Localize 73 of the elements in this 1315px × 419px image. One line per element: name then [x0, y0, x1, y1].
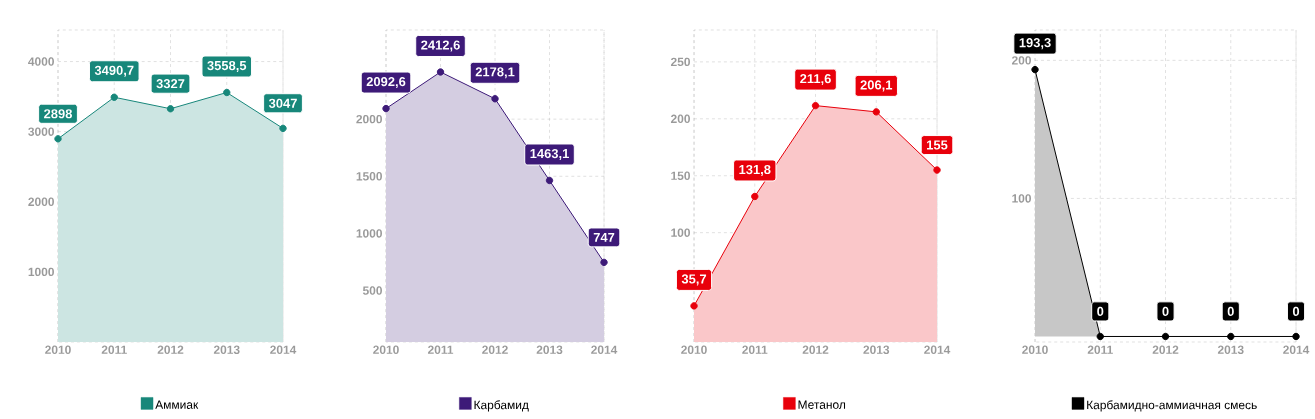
data-label: 3047 [268, 98, 297, 108]
x-tick-label: 2014 [270, 345, 297, 354]
legend-label: Карбамид [474, 400, 529, 412]
point [223, 88, 231, 97]
y-tick-label: 250 [670, 57, 690, 67]
data-label: 2178,1 [475, 67, 515, 79]
x-tick-label: 2010 [45, 345, 71, 354]
data-label: 0 [1292, 306, 1300, 316]
data-label: 155 [927, 140, 948, 150]
x-tick-label: 2010 [373, 345, 399, 354]
x-tick-label: 2011 [101, 345, 127, 354]
data-label: 35,7 [681, 274, 707, 286]
data-label: 2898 [44, 109, 73, 119]
x-tick-label: 2010 [1022, 345, 1048, 354]
x-tick-label: 2013 [213, 345, 240, 355]
data-label: 211,6 [800, 74, 831, 86]
y-tick-label: 200 [1011, 56, 1032, 65]
point [690, 302, 698, 310]
y-tick-label: 4000 [28, 57, 54, 66]
data-label: 131,8 [739, 164, 771, 176]
data-label: 0 [1227, 306, 1234, 316]
point [166, 105, 175, 113]
point [436, 68, 445, 76]
data-label: 3490,7 [94, 65, 134, 77]
y-tick-label: 3000 [28, 127, 54, 136]
data-label: 0 [1097, 306, 1104, 316]
point [600, 258, 608, 267]
x-tick-label: 2011 [427, 345, 454, 354]
y-tick-label: 2000 [356, 114, 382, 124]
x-tick-label: 2012 [157, 345, 184, 354]
point [933, 166, 941, 174]
data-label: 2412,6 [421, 40, 460, 52]
data-label: 3327 [156, 79, 185, 89]
y-tick-label: 1000 [28, 267, 54, 277]
point [811, 101, 820, 110]
x-tick-label: 2013 [536, 345, 563, 355]
data-label: 747 [593, 232, 615, 242]
x-tick-label: 2011 [742, 345, 768, 354]
y-tick-label: 100 [1012, 194, 1032, 203]
y-tick-label: 200 [670, 114, 690, 124]
x-tick-label: 2011 [1087, 345, 1113, 354]
y-tick-label: 100 [671, 228, 690, 237]
data-label: 0 [1162, 306, 1169, 316]
point [279, 124, 287, 133]
point [54, 135, 62, 143]
point [382, 104, 390, 113]
x-tick-label: 2012 [1152, 345, 1179, 354]
y-tick-label: 1500 [356, 172, 382, 181]
y-tick-label: 500 [362, 286, 382, 295]
x-tick-label: 2013 [1217, 345, 1244, 355]
legend-label: Аммиак [155, 400, 199, 409]
x-tick-label: 2014 [1283, 345, 1310, 354]
point [751, 192, 759, 201]
data-label: 206,1 [860, 80, 893, 92]
point [545, 176, 554, 185]
x-tick-label: 2014 [924, 345, 951, 354]
data-label: 193,3 [1019, 38, 1051, 50]
y-tick-label: 2000 [28, 197, 54, 206]
x-tick-label: 2012 [482, 345, 508, 354]
x-tick-label: 2013 [863, 345, 890, 355]
x-tick-label: 2010 [681, 345, 707, 354]
x-tick-label: 2014 [591, 345, 618, 354]
legend-label: Метанол [798, 400, 846, 409]
data-label: 3558,5 [207, 60, 247, 73]
point [872, 108, 880, 116]
y-tick-label: 150 [671, 171, 690, 180]
x-tick-label: 2012 [802, 345, 829, 354]
y-tick-label: 1000 [356, 229, 382, 238]
legend-label: Карбамидно-аммиачная смесь [1087, 400, 1257, 412]
point [110, 93, 118, 101]
point [491, 95, 499, 103]
data-label: 1463,1 [530, 148, 569, 161]
data-label: 2092,6 [366, 77, 406, 89]
